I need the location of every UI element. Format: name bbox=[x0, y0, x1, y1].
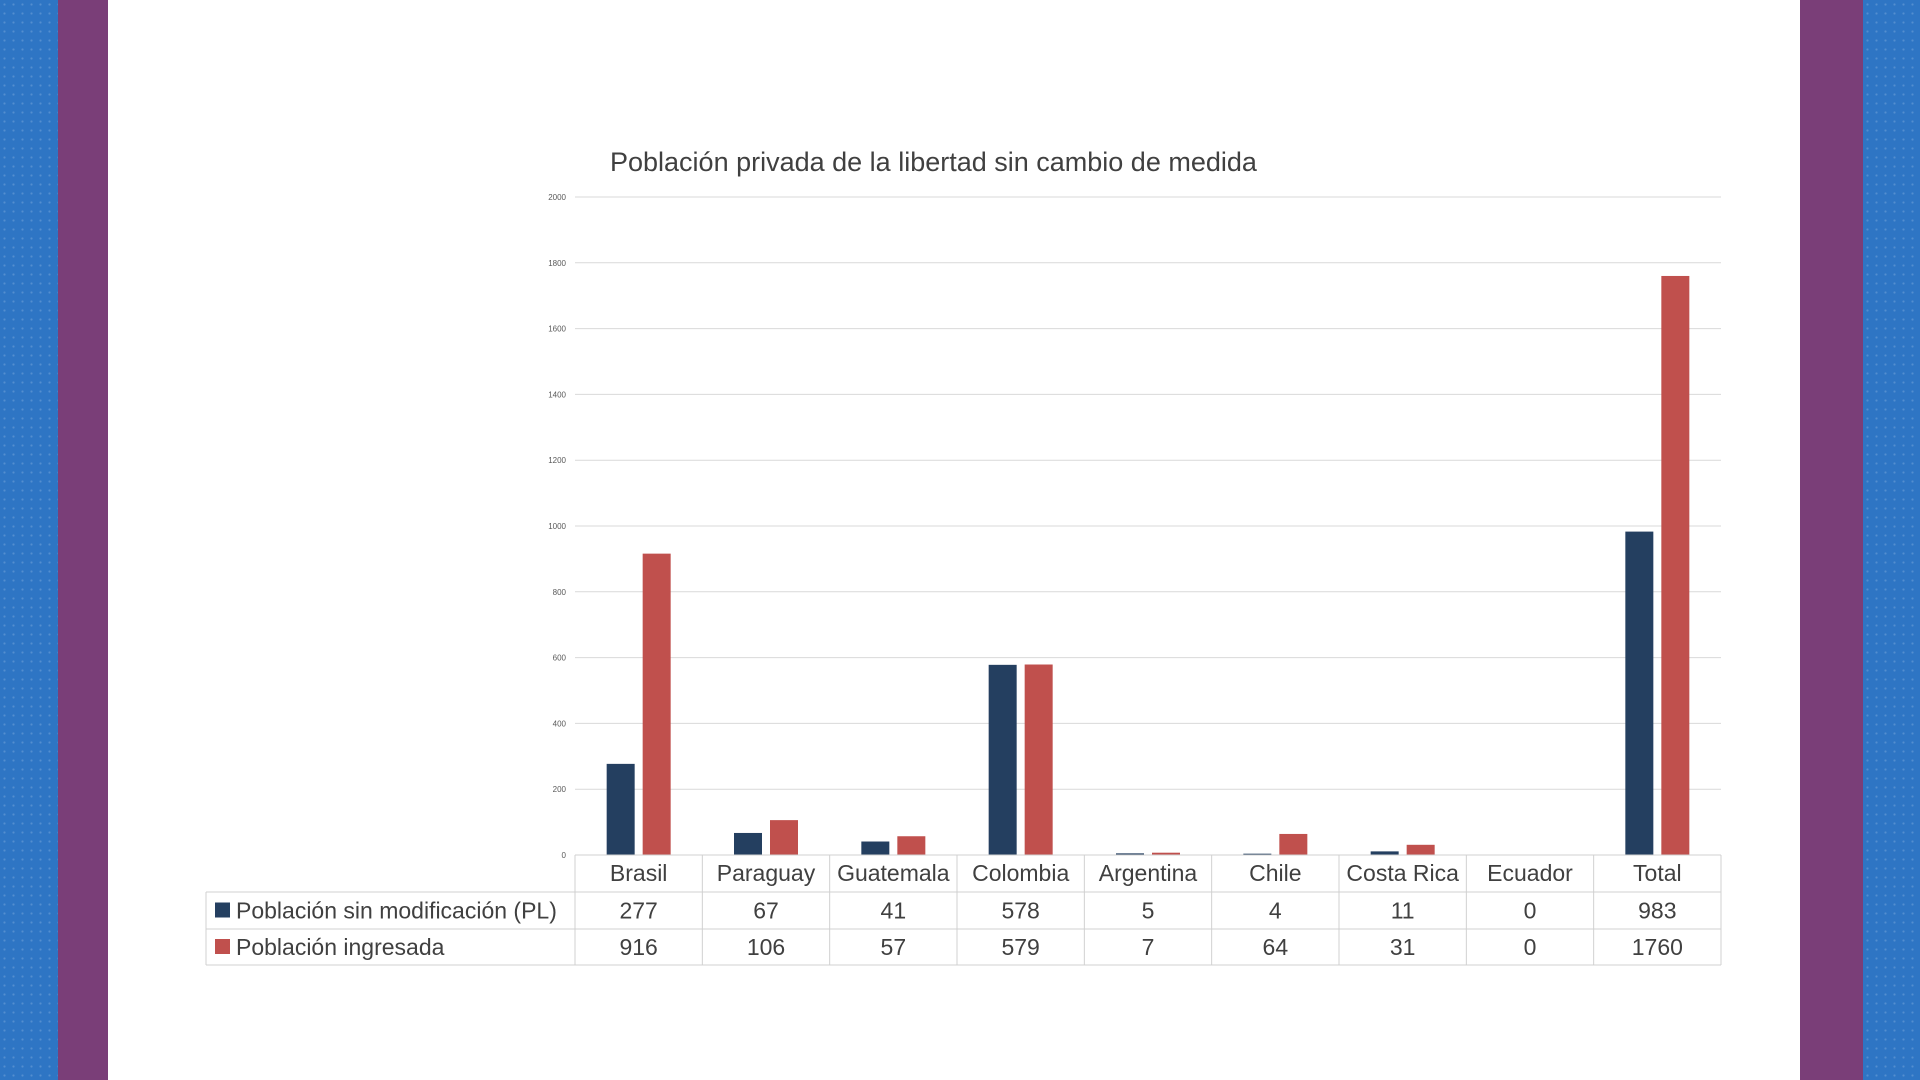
legend-series-name: Población ingresada bbox=[236, 934, 445, 960]
category-label: Brasil bbox=[610, 860, 668, 886]
y-tick-label: 0 bbox=[562, 851, 567, 860]
bar-poblacion-ingresada-6 bbox=[1406, 844, 1435, 855]
data-label: 106 bbox=[747, 934, 785, 960]
y-tick-label: 1800 bbox=[548, 259, 566, 268]
bar-poblacion-sin-modificacion-2 bbox=[861, 841, 890, 855]
left-purple-stripe bbox=[58, 0, 108, 1080]
bar-poblacion-ingresada-4 bbox=[1152, 852, 1180, 855]
bar-poblacion-ingresada-3 bbox=[1024, 664, 1053, 855]
y-tick-label: 1600 bbox=[548, 325, 566, 334]
bar-poblacion-ingresada-5 bbox=[1279, 833, 1308, 855]
data-label: 64 bbox=[1263, 934, 1289, 960]
data-label: 11 bbox=[1391, 898, 1415, 924]
bar-poblacion-sin-modificacion-8 bbox=[1625, 531, 1654, 855]
y-tick-label: 1200 bbox=[548, 456, 566, 465]
data-label: 579 bbox=[1001, 934, 1039, 960]
data-label: 0 bbox=[1524, 898, 1537, 924]
data-label: 31 bbox=[1390, 934, 1416, 960]
category-label: Argentina bbox=[1099, 860, 1198, 886]
data-label: 916 bbox=[619, 934, 657, 960]
bar-poblacion-sin-modificacion-5 bbox=[1243, 853, 1272, 855]
y-tick-label: 1400 bbox=[548, 390, 566, 399]
bar-poblacion-sin-modificacion-6 bbox=[1370, 851, 1399, 855]
y-tick-label: 1000 bbox=[548, 522, 566, 531]
y-tick-label: 600 bbox=[553, 654, 567, 663]
bar-poblacion-ingresada-2 bbox=[897, 836, 926, 855]
category-label: Colombia bbox=[972, 860, 1069, 886]
y-tick-label: 800 bbox=[553, 588, 567, 597]
data-label: 0 bbox=[1524, 934, 1537, 960]
left-blue-border bbox=[0, 0, 58, 1080]
bar-poblacion-ingresada-1 bbox=[770, 820, 798, 855]
data-label: 7 bbox=[1142, 934, 1155, 960]
bar-poblacion-ingresada-0 bbox=[642, 553, 671, 855]
category-label: Ecuador bbox=[1487, 860, 1573, 886]
bar-poblacion-ingresada-8 bbox=[1661, 275, 1690, 856]
data-label: 4 bbox=[1269, 898, 1282, 924]
category-label: Chile bbox=[1249, 860, 1301, 886]
data-label: 57 bbox=[881, 934, 907, 960]
legend-series-name: Población sin modificación (PL) bbox=[236, 898, 557, 924]
data-label: 5 bbox=[1142, 898, 1155, 924]
data-table: Brasil Paraguay Guatemala Colombia Argentina… bbox=[205, 854, 1722, 966]
data-label: 67 bbox=[753, 898, 779, 924]
category-label: Costa Rica bbox=[1346, 860, 1459, 886]
category-label: Guatemala bbox=[837, 860, 950, 886]
y-tick-label: 200 bbox=[553, 785, 567, 794]
bar-poblacion-sin-modificacion-3 bbox=[988, 664, 1017, 855]
bar-poblacion-sin-modificacion-1 bbox=[734, 832, 762, 855]
y-tick-label: 400 bbox=[553, 719, 567, 728]
bar-poblacion-sin-modificacion-0 bbox=[606, 763, 635, 855]
legend-key-1 bbox=[215, 939, 230, 954]
slide-canvas bbox=[108, 0, 1800, 1080]
bar-poblacion-sin-modificacion-4 bbox=[1116, 853, 1144, 855]
data-label: 41 bbox=[881, 898, 907, 924]
bars bbox=[606, 275, 1690, 856]
right-blue-border bbox=[1863, 0, 1920, 1080]
data-label: 277 bbox=[619, 898, 657, 924]
chart-title: Población privada de la libertad sin cam… bbox=[610, 147, 1258, 177]
data-label: 578 bbox=[1001, 898, 1039, 924]
legend-key-0 bbox=[215, 902, 230, 918]
data-label: 983 bbox=[1638, 898, 1676, 924]
data-label: 1760 bbox=[1632, 934, 1683, 960]
category-label: Paraguay bbox=[717, 860, 816, 886]
y-axis-ticks: 0 200 400 600 800 1000 1200 1400 1600 1800 2000 bbox=[548, 193, 566, 860]
category-label: Total bbox=[1633, 860, 1682, 886]
gridlines bbox=[575, 196, 1721, 856]
right-purple-stripe bbox=[1800, 0, 1863, 1080]
y-tick-label: 2000 bbox=[548, 193, 566, 202]
